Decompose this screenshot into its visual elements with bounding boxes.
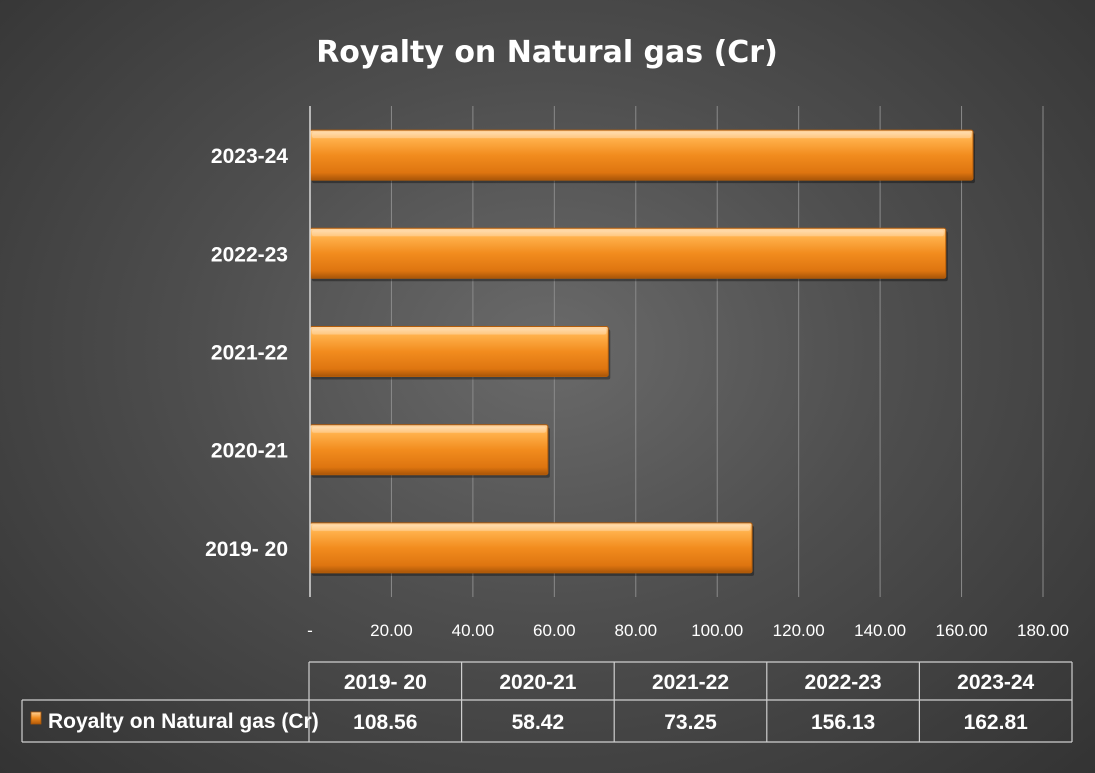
bar-highlight (312, 426, 546, 433)
table-header-cell: 2021-22 (652, 671, 729, 694)
table-header-cell: 2019- 20 (344, 671, 427, 694)
x-tick-label: 20.00 (370, 621, 413, 640)
chart-title: Royalty on Natural gas (Cr) (316, 35, 778, 70)
y-category-label: 2022-23 (211, 243, 288, 266)
table-header-cell: 2022-23 (805, 671, 882, 694)
table-value-cell: 156.13 (811, 711, 875, 734)
table-value-cell: 58.42 (512, 711, 565, 734)
bar-highlight (312, 230, 944, 237)
table-header-cell: 2020-21 (499, 671, 576, 694)
table-value-cell: 108.56 (353, 711, 417, 734)
legend-series-name: Royalty on Natural gas (Cr) (48, 710, 319, 733)
x-tick-label: 180.00 (1017, 621, 1069, 640)
y-category-label: 2021-22 (211, 342, 288, 365)
bar-highlight (312, 328, 607, 335)
bar-highlight (312, 132, 971, 139)
x-tick-label: 140.00 (854, 621, 906, 640)
x-tick-label: 120.00 (773, 621, 825, 640)
y-category-label: 2023-24 (211, 145, 288, 168)
x-tick-label: - (307, 621, 313, 640)
x-tick-label: 60.00 (533, 621, 576, 640)
x-tick-label: 80.00 (615, 621, 658, 640)
x-tick-label: 160.00 (936, 621, 988, 640)
table-value-cell: 73.25 (664, 711, 717, 734)
y-category-label: 2019- 20 (205, 538, 288, 561)
table-value-cell: 162.81 (964, 711, 1029, 734)
table-header-cell: 2023-24 (957, 671, 1034, 694)
x-tick-label: 40.00 (452, 621, 495, 640)
x-tick-label: 100.00 (691, 621, 743, 640)
legend-key (30, 711, 42, 725)
bar-highlight (312, 524, 751, 531)
y-category-label: 2020-21 (211, 440, 288, 463)
